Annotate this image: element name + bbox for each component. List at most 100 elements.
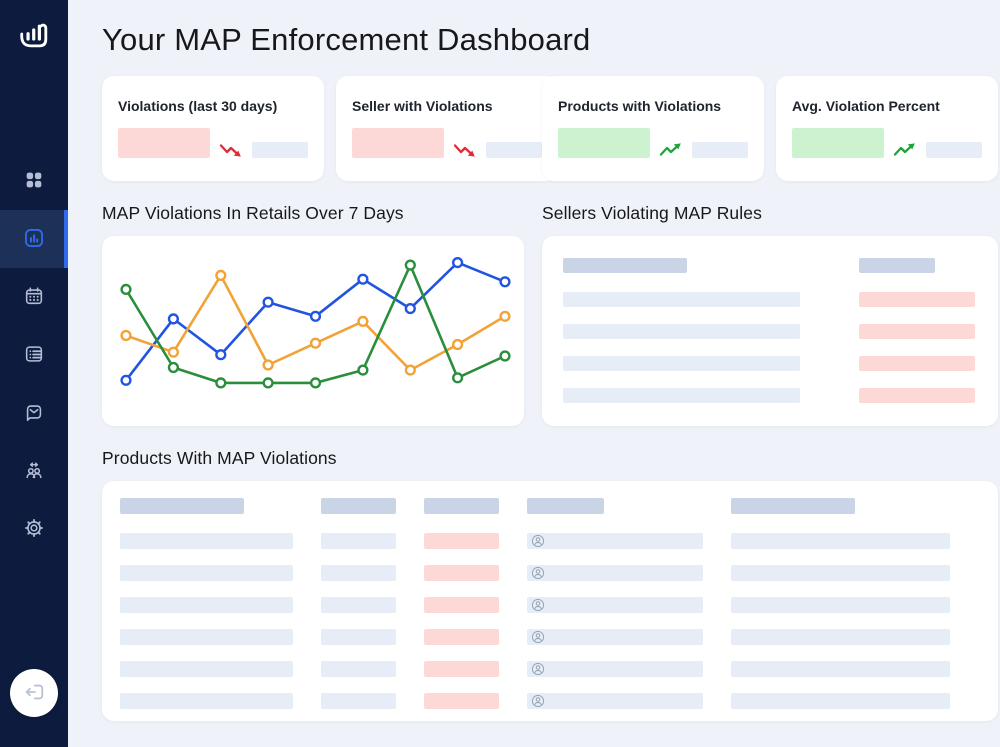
stat-card-title: Products with Violations: [558, 98, 722, 114]
user-avatar-icon: [531, 662, 545, 676]
sellers-row: [563, 324, 975, 339]
trend-up-icon: [893, 142, 917, 158]
cell-placeholder: [321, 565, 396, 581]
user-avatar-icon: [531, 598, 545, 612]
cell-placeholder: [120, 597, 293, 613]
users-icon: [23, 459, 45, 484]
user-avatar-icon: [531, 630, 545, 644]
data-point: [499, 310, 511, 322]
stat-card-seller-with-violations: Seller with Violations: [336, 76, 558, 181]
sidebar: [0, 0, 68, 747]
violation-value-placeholder: [859, 292, 975, 307]
cell-placeholder: [424, 693, 499, 709]
seller-cell-placeholder: [527, 565, 703, 581]
data-point: [120, 329, 132, 342]
data-point: [404, 302, 416, 315]
seller-cell-placeholder: [527, 533, 703, 549]
page-title: Your MAP Enforcement Dashboard: [102, 22, 591, 57]
products-row: [120, 565, 982, 581]
data-point: [262, 377, 274, 389]
data-point: [167, 361, 180, 374]
violation-value-placeholder: [859, 356, 975, 371]
sidebar-item-apps[interactable]: [0, 152, 68, 210]
cell-placeholder: [120, 661, 293, 677]
data-point: [452, 338, 464, 351]
data-point: [167, 346, 180, 358]
products-row: [120, 661, 982, 677]
cell-placeholder: [731, 629, 950, 645]
app-logo: [15, 18, 53, 56]
cell-placeholder: [120, 533, 293, 549]
sidebar-item-team[interactable]: [0, 442, 68, 500]
violation-value-placeholder: [859, 324, 975, 339]
cell-placeholder: [321, 629, 396, 645]
products-row: [120, 629, 982, 645]
sellers-section: Sellers Violating MAP Rules: [542, 181, 998, 426]
cell-placeholder: [120, 565, 293, 581]
cell-placeholder: [731, 597, 950, 613]
main-content: Your MAP Enforcement Dashboard Violation…: [68, 0, 1000, 747]
cell-placeholder: [424, 597, 499, 613]
data-point: [404, 364, 416, 376]
violation-value-placeholder: [859, 388, 975, 403]
logout-button[interactable]: [10, 669, 58, 717]
data-point: [357, 273, 369, 285]
line-chart: [120, 257, 511, 389]
data-point: [262, 359, 274, 371]
sellers-row: [563, 388, 975, 403]
stat-card-skeleton: [558, 128, 748, 158]
user-avatar-icon: [531, 566, 545, 580]
mail-icon: [23, 401, 45, 426]
sellers-row: [563, 356, 975, 371]
cell-placeholder: [120, 629, 293, 645]
stat-card-products-with-violations: Products with Violations: [542, 76, 764, 181]
stat-card-avg-violation-percent: Avg. Violation Percent: [776, 76, 998, 181]
grid-icon: [23, 169, 45, 194]
sellers-section-title: Sellers Violating MAP Rules: [542, 203, 762, 223]
cell-placeholder: [321, 597, 396, 613]
value-placeholder: [118, 128, 210, 158]
cell-placeholder: [424, 533, 499, 549]
data-point: [404, 259, 416, 271]
user-avatar-icon: [531, 694, 545, 708]
column-header-placeholder: [527, 498, 604, 514]
sidebar-item-calendar[interactable]: [0, 268, 68, 326]
data-point: [357, 315, 369, 328]
stat-cards-right-pair: Products with Violations Avg. Violation …: [542, 76, 998, 181]
sidebar-item-settings[interactable]: [0, 500, 68, 558]
data-point: [452, 257, 464, 269]
cell-placeholder: [321, 661, 396, 677]
seller-cell-placeholder: [527, 693, 703, 709]
cell-placeholder: [731, 565, 950, 581]
cell-placeholder: [424, 565, 499, 581]
trend-down-icon: [219, 142, 243, 158]
data-point: [452, 372, 464, 384]
stat-card-title: Avg. Violation Percent: [792, 98, 940, 114]
seller-name-placeholder: [563, 324, 800, 339]
cell-placeholder: [321, 693, 396, 709]
products-header-row: [120, 498, 982, 514]
stat-cards-left-pair: Violations (last 30 days) Seller with Vi…: [102, 76, 558, 181]
sidebar-item-reports[interactable]: [0, 326, 68, 384]
seller-cell-placeholder: [527, 629, 703, 645]
data-point: [120, 374, 132, 386]
data-point: [167, 313, 180, 325]
sidebar-item-dashboard[interactable]: [0, 210, 68, 268]
delta-placeholder: [692, 142, 748, 158]
column-header-placeholder: [859, 258, 935, 273]
trend-down-icon: [453, 142, 477, 158]
value-placeholder: [352, 128, 444, 158]
sidebar-item-messages[interactable]: [0, 384, 68, 442]
products-row: [120, 533, 982, 549]
column-header-placeholder: [321, 498, 396, 514]
stat-card-skeleton: [792, 128, 982, 158]
cell-placeholder: [424, 629, 499, 645]
chart-section-title: MAP Violations In Retails Over 7 Days: [102, 203, 404, 223]
stat-card-title: Violations (last 30 days): [118, 98, 278, 114]
cell-placeholder: [424, 661, 499, 677]
data-point: [309, 337, 322, 349]
sellers-table-card: [542, 236, 998, 426]
products-row: [120, 597, 982, 613]
seller-cell-placeholder: [527, 661, 703, 677]
